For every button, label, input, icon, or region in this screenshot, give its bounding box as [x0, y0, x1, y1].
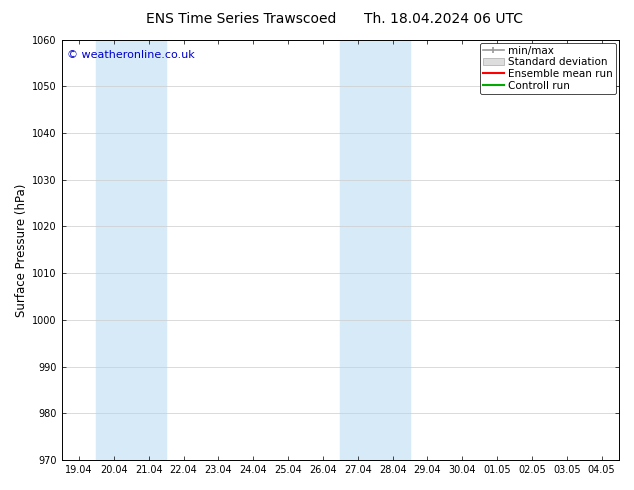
Legend: min/max, Standard deviation, Ensemble mean run, Controll run: min/max, Standard deviation, Ensemble me… — [480, 43, 616, 94]
Bar — [340, 40, 410, 460]
Bar — [96, 40, 166, 460]
Y-axis label: Surface Pressure (hPa): Surface Pressure (hPa) — [15, 183, 28, 317]
Text: Th. 18.04.2024 06 UTC: Th. 18.04.2024 06 UTC — [365, 12, 523, 26]
Text: © weatheronline.co.uk: © weatheronline.co.uk — [67, 50, 195, 60]
Text: ENS Time Series Trawscoed: ENS Time Series Trawscoed — [146, 12, 336, 26]
